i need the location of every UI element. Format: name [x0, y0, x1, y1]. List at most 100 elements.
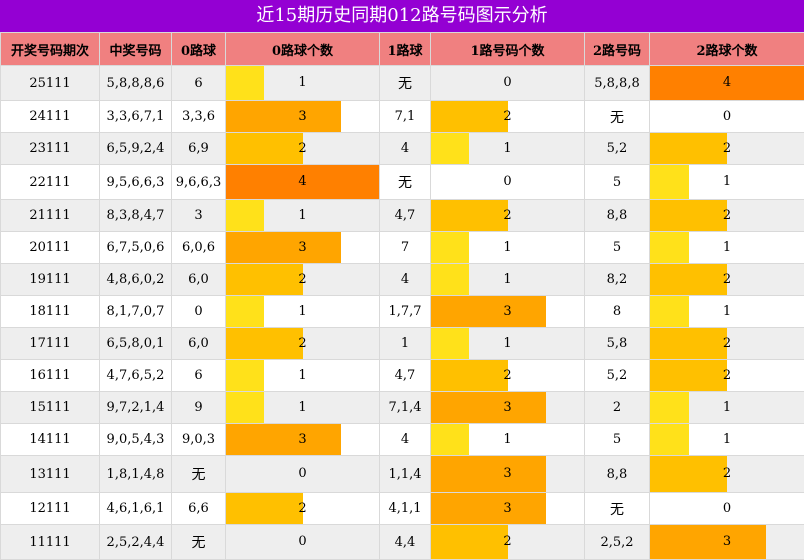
route1-cell: 7: [380, 232, 431, 264]
route2-cell: 无: [585, 493, 650, 525]
count-bar: [650, 392, 689, 423]
number-cell: 6,7,5,0,6: [100, 232, 172, 264]
count-bar: [650, 456, 727, 492]
count-value: 1: [723, 304, 731, 319]
route1-cell: 4,7: [380, 360, 431, 392]
count-value: 2: [298, 272, 306, 287]
count-value: 1: [298, 75, 306, 90]
route0-count-cell: 3: [226, 232, 380, 264]
route2-count-cell: 1: [650, 165, 804, 200]
count-bar: [226, 493, 303, 524]
route0-count-cell: 1: [226, 392, 380, 424]
header-route1: 1路球: [380, 33, 431, 66]
count-value: 1: [298, 304, 306, 319]
number-cell: 9,7,2,1,4: [100, 392, 172, 424]
route2-count-cell: 0: [650, 493, 804, 525]
route1-count-cell: 3: [431, 392, 585, 424]
count-value: 0: [503, 174, 511, 189]
route1-cell: 4: [380, 264, 431, 296]
route2-count-cell: 2: [650, 133, 804, 165]
route1-count-cell: 2: [431, 200, 585, 232]
issue-cell: 21111: [1, 200, 100, 232]
route1-count-cell: 1: [431, 424, 585, 456]
count-value: 1: [723, 432, 731, 447]
route1-count-cell: 1: [431, 133, 585, 165]
route0-cell: 6,0,6: [172, 232, 226, 264]
issue-cell: 19111: [1, 264, 100, 296]
page-title: 近15期历史同期012路号码图示分析: [0, 0, 804, 32]
issue-cell: 23111: [1, 133, 100, 165]
count-value: 2: [503, 368, 511, 383]
count-value: 1: [298, 208, 306, 223]
count-value: 3: [723, 534, 731, 549]
route1-cell: 7,1,4: [380, 392, 431, 424]
route2-count-cell: 3: [650, 525, 804, 560]
route0-cell: 3,3,6: [172, 101, 226, 133]
route2-cell: 5: [585, 232, 650, 264]
count-value: 1: [723, 240, 731, 255]
count-value: 2: [723, 466, 731, 481]
route2-count-cell: 2: [650, 360, 804, 392]
count-bar: [226, 133, 303, 164]
route0-count-cell: 3: [226, 424, 380, 456]
route2-count-cell: 1: [650, 296, 804, 328]
route1-count-cell: 3: [431, 456, 585, 493]
count-bar: [226, 360, 264, 391]
count-bar: [431, 360, 508, 391]
count-value: 3: [298, 432, 306, 447]
route2-cell: 8: [585, 296, 650, 328]
count-bar: [650, 264, 727, 295]
issue-cell: 20111: [1, 232, 100, 264]
count-bar: [226, 200, 264, 231]
issue-cell: 25111: [1, 66, 100, 101]
route2-cell: 5,8: [585, 328, 650, 360]
count-bar: [650, 296, 689, 327]
route1-count-cell: 0: [431, 165, 585, 200]
count-bar: [650, 360, 727, 391]
route2-cell: 无: [585, 101, 650, 133]
route1-cell: 无: [380, 165, 431, 200]
count-value: 2: [503, 534, 511, 549]
count-bar: [650, 200, 727, 231]
route1-cell: 7,1: [380, 101, 431, 133]
route2-count-cell: 4: [650, 66, 804, 101]
header-route2-count: 2路球个数: [650, 33, 804, 66]
header-number: 中奖号码: [100, 33, 172, 66]
route1-count-cell: 1: [431, 232, 585, 264]
route2-cell: 5: [585, 165, 650, 200]
route0-cell: 6,9: [172, 133, 226, 165]
count-bar: [650, 165, 689, 199]
number-cell: 6,5,9,2,4: [100, 133, 172, 165]
route0-cell: 6,0: [172, 328, 226, 360]
route0-count-cell: 1: [226, 360, 380, 392]
count-bar: [650, 424, 689, 455]
route0-count-cell: 2: [226, 493, 380, 525]
count-bar: [226, 424, 341, 455]
route1-cell: 1,1,4: [380, 456, 431, 493]
route1-cell: 4,4: [380, 525, 431, 560]
count-value: 1: [723, 174, 731, 189]
count-value: 3: [503, 466, 511, 481]
count-bar: [431, 232, 469, 263]
route0-cell: 6,6: [172, 493, 226, 525]
route0-count-cell: 0: [226, 456, 380, 493]
count-bar: [226, 232, 341, 263]
route1-cell: 4,1,1: [380, 493, 431, 525]
route0-cell: 无: [172, 525, 226, 560]
count-value: 0: [503, 75, 511, 90]
route0-cell: 6,0: [172, 264, 226, 296]
number-cell: 8,3,8,4,7: [100, 200, 172, 232]
route0-count-cell: 1: [226, 296, 380, 328]
route2-count-cell: 2: [650, 264, 804, 296]
issue-cell: 11111: [1, 525, 100, 560]
count-bar: [431, 328, 469, 359]
count-bar: [431, 392, 546, 423]
